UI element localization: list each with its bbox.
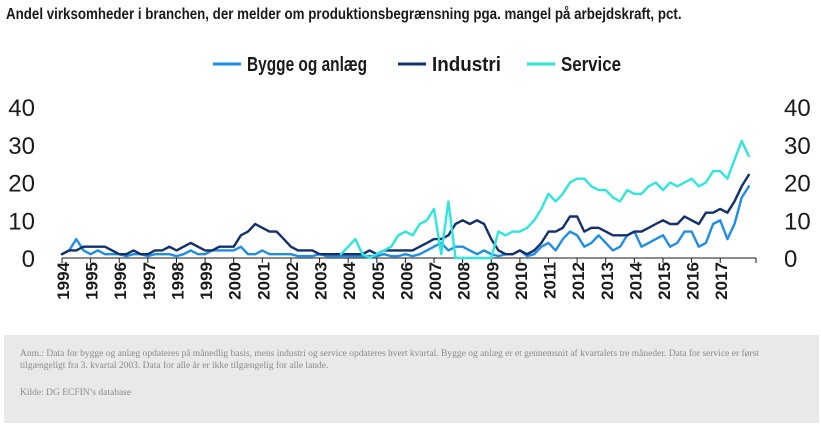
x-tick-label: 2004 xyxy=(340,261,359,299)
x-tick-label: 2007 xyxy=(426,262,445,300)
legend-label: Industri xyxy=(432,54,501,76)
x-tick-label: 2000 xyxy=(226,262,245,300)
x-tick-label: 1994 xyxy=(54,261,73,299)
x-tick-label: 2003 xyxy=(312,262,331,300)
y-tick-label-left: 0 xyxy=(22,246,35,273)
legend: Bygge og anlæg Industri Service xyxy=(213,54,621,76)
x-tick-label: 2006 xyxy=(397,262,416,300)
x-tick-label: 2013 xyxy=(598,262,617,300)
x-tick-label: 2008 xyxy=(455,262,474,300)
y-axis-right: 0 10 20 30 40 xyxy=(784,95,811,273)
series-line-service xyxy=(339,139,750,260)
x-axis: 1994 1995 1996 1997 1998 1999 2000 2001 2002 2003… xyxy=(54,257,757,300)
series-line-industri xyxy=(60,173,750,256)
x-tick-label: 2017 xyxy=(712,262,731,300)
y-tick-label-right: 40 xyxy=(784,95,811,122)
x-tick-label: 2005 xyxy=(369,262,388,300)
y-tick-label-left: 30 xyxy=(8,133,35,160)
y-tick-label-left: 10 xyxy=(8,208,35,235)
x-tick-label: 2014 xyxy=(626,261,645,299)
series-lines xyxy=(60,139,750,260)
x-tick-label: 2009 xyxy=(483,262,502,300)
chart-title: Andel virksomheder i branchen, der melde… xyxy=(6,6,682,23)
x-tick-label: 2015 xyxy=(655,262,674,300)
y-tick-label-right: 30 xyxy=(784,133,811,160)
y-tick-label-right: 10 xyxy=(784,208,811,235)
legend-label: Bygge og anlæg xyxy=(247,54,367,76)
x-tick-label: 2012 xyxy=(569,262,588,300)
x-tick-label: 2016 xyxy=(684,262,703,300)
y-tick-label-left: 20 xyxy=(8,171,35,198)
x-tick-label: 2001 xyxy=(254,262,273,300)
y-tick-label-right: 20 xyxy=(784,171,811,198)
source-text: Kilde: DG ECFIN’s database xyxy=(20,388,132,398)
x-tick-label: 1998 xyxy=(168,262,187,300)
footnote-box: Anm.: Data for bygge og anlæg opdateres … xyxy=(4,335,819,423)
footnote-text: Anm.: Data for bygge og anlæg opdateres … xyxy=(20,349,759,371)
line-chart: Bygge og anlæg Industri Service 010203040 … xyxy=(8,54,811,300)
x-tick-label: 1996 xyxy=(111,262,130,300)
y-tick-label-left: 40 xyxy=(8,95,35,122)
x-tick-label: 2011 xyxy=(541,262,560,299)
series-line-bygge-og-anl-g xyxy=(60,185,750,258)
x-tick-label: 2010 xyxy=(512,262,531,300)
x-tick-label: 1995 xyxy=(83,262,102,300)
legend-label: Service xyxy=(561,54,621,76)
y-axis-left: 0 10 20 30 40 xyxy=(8,95,35,273)
x-tick-label: 1999 xyxy=(197,262,216,300)
x-tick-label: 2002 xyxy=(283,262,302,300)
x-tick-label: 1997 xyxy=(140,262,159,300)
y-tick-label-right: 0 xyxy=(784,246,797,273)
